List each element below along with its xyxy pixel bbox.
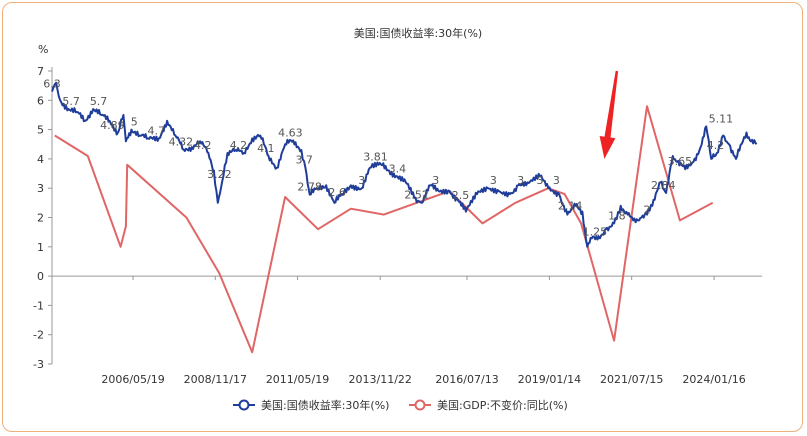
chart-title: 美国:国债收益率:30年(%) [354,26,482,40]
red-arrow-icon [599,70,619,159]
data-label: 3 [553,174,560,187]
data-label: 4.89 [100,119,125,132]
data-label: 3 [432,174,439,187]
data-label: 4.2 [230,139,248,152]
data-label: 2.6 [328,186,346,199]
series-line-treasury-yield[interactable] [51,81,758,248]
data-label: 2.84 [651,179,676,192]
data-label: 4.2 [194,139,212,152]
data-label: 1.25 [583,225,608,238]
series-line-gdp[interactable] [54,105,714,354]
data-label: 3 [536,174,543,187]
data-label: 6.3 [43,78,61,91]
y-tick-label: 6 [37,94,44,107]
data-label: 3.81 [363,150,388,163]
data-label: 5 [131,116,138,129]
data-label: 5.7 [62,95,80,108]
data-label: 4.2 [707,139,725,152]
data-label: 2 [643,204,650,217]
legend-item-treasury-yield[interactable]: 美国:国债收益率:30年(%) [233,398,389,412]
data-label: 3 [358,174,365,187]
data-label: 4.32 [169,136,194,149]
data-label: 2.5 [452,189,470,202]
data-label: 3 [517,174,524,187]
legend-marker-treasury-icon [238,399,250,411]
data-label: 3.65 [668,155,693,168]
x-tick-label: 2011/05/19 [266,373,329,386]
data-label: 4.63 [278,126,303,139]
legend-label-treasury: 美国:国债收益率:30年(%) [261,398,389,412]
annotation-layer: 6.35.7 5.74.89 54.74.32 4.23.224.2 4.14.633.… [43,78,733,239]
y-tick-label: -3 [33,358,44,371]
data-label: 3.4 [389,162,407,175]
data-label: 3 [490,174,497,187]
y-tick-label: 5 [37,124,44,137]
data-label: 4.7 [148,124,166,137]
y-tick-label: -2 [33,329,44,342]
x-tick-label: 2019/01/14 [518,373,581,386]
legend-label-gdp: 美国:GDP:不变价:同比(%) [437,398,568,412]
y-tick-label: 7 [37,65,44,78]
x-tick-label: 2016/07/13 [435,373,498,386]
y-tick-label: 1 [37,241,44,254]
x-tick-label: 2006/05/19 [101,373,164,386]
axes: -3 -2 -1 0 1 2 3 4 5 6 7 2006/05/19 2008/11/17 2011/0… [33,65,762,386]
y-tick-label: 2 [37,212,44,225]
data-label: 2.52 [404,188,429,201]
y-tick-label: 4 [37,153,44,166]
y-tick-label: 0 [37,270,44,283]
y-tick-label: -1 [33,299,44,312]
data-label: 3.22 [207,168,232,181]
legend-item-gdp[interactable]: 美国:GDP:不变价:同比(%) [409,398,568,412]
x-tick-label: 2021/07/15 [600,373,663,386]
legend: 美国:国债收益率:30年(%) 美国:GDP:不变价:同比(%) [233,398,568,412]
data-label: 2.14 [558,199,583,212]
x-tick-label: 2013/11/22 [349,373,412,386]
legend-marker-gdp-icon [414,399,426,411]
arrow-layer [599,70,619,159]
data-label: 5.11 [709,112,734,125]
x-tick-label: 2024/01/16 [682,373,745,386]
chart-frame [2,2,803,432]
y-axis-unit: % [38,43,48,56]
y-tick-label: 3 [37,182,44,195]
data-label: 2.78 [297,181,322,194]
series-layer [51,81,758,354]
x-tick-label: 2008/11/17 [184,373,247,386]
data-label: 4.1 [257,142,275,155]
data-label: 3.7 [295,154,313,167]
data-label: 1.8 [608,209,626,222]
data-label: 5.7 [90,95,108,108]
